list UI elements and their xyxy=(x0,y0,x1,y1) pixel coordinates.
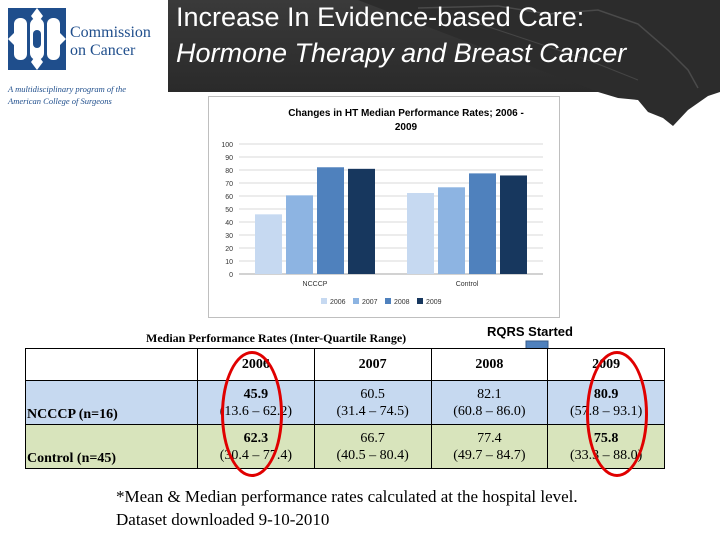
table-caption: Median Performance Rates (Inter-Quartile… xyxy=(146,331,407,345)
rqrs-started-label: RQRS Started xyxy=(487,324,573,339)
bar-chart: Changes in HT Median Performance Rates; … xyxy=(208,96,560,318)
bar-control-2006 xyxy=(407,193,434,274)
logo-tagline-line1: A multidisciplinary program of the xyxy=(8,84,127,94)
cell-mean: 45.9 xyxy=(243,386,269,402)
cell-mean: 66.7 xyxy=(360,430,385,446)
footnote-line1: *Mean & Median performance rates calcula… xyxy=(116,487,578,506)
legend-swatch-2007 xyxy=(353,298,359,304)
table-header-cell xyxy=(25,348,198,381)
slide-title-line2: Hormone Therapy and Breast Cancer xyxy=(176,38,627,68)
cell-iqr: (57.8 – 93.1) xyxy=(569,403,643,419)
chart-title-line2: 2009 xyxy=(395,122,418,133)
cell-mean: 77.4 xyxy=(477,430,502,446)
logo-name-line1: Commission xyxy=(70,24,151,41)
y-axis-tick-labels: 0 10 20 30 40 50 60 70 80 90 100 xyxy=(221,142,233,279)
y-tick-label: 90 xyxy=(225,155,233,162)
bar-ncccp-2009 xyxy=(348,168,375,274)
chart-legend: 2006 2007 2008 2009 xyxy=(321,298,442,306)
x-category-label: Control xyxy=(456,281,479,288)
table-cell: 75.8 (33.3 – 88.0) xyxy=(547,424,665,469)
cell-mean: 62.3 xyxy=(243,430,269,446)
bar-ncccp-2008 xyxy=(317,167,344,274)
chart-title-line1: Changes in HT Median Performance Rates; … xyxy=(288,108,524,119)
bar-ncccp-2006 xyxy=(255,214,282,274)
table-cell: 77.4 (49.7 – 84.7) xyxy=(430,424,549,469)
bar-control-2007 xyxy=(438,187,465,274)
footnote-line2: Dataset downloaded 9-10-2010 xyxy=(116,510,330,529)
x-category-label: NCCCP xyxy=(303,281,328,288)
chart-canvas: Changes in HT Median Performance Rates; … xyxy=(221,108,543,306)
us-map-silhouette xyxy=(358,0,720,126)
logo-name-line2: on Cancer xyxy=(70,42,136,59)
cell-mean: 82.1 xyxy=(477,386,502,402)
bar-ncccp-2007 xyxy=(286,195,313,274)
row-label: Control (n=45) xyxy=(25,424,198,469)
cell-mean: 75.8 xyxy=(593,430,619,446)
y-tick-label: 40 xyxy=(225,220,233,227)
bar-control-2008 xyxy=(469,173,496,274)
cell-iqr: (49.7 – 84.7) xyxy=(453,447,526,463)
y-tick-label: 80 xyxy=(225,168,233,175)
table-header-cell: 2006 xyxy=(197,348,315,381)
table-cell: 62.3 (30.4 – 77.4) xyxy=(197,424,315,469)
y-tick-label: 20 xyxy=(225,246,233,253)
commission-on-cancer-logo-icon xyxy=(8,8,66,70)
cell-iqr: (33.3 – 88.0) xyxy=(569,447,643,463)
legend-label: 2008 xyxy=(394,299,410,306)
cell-iqr: (30.4 – 77.4) xyxy=(219,447,293,463)
cell-mean: 60.5 xyxy=(360,386,385,402)
y-tick-label: 70 xyxy=(225,181,233,188)
slide-title-line1: Increase In Evidence-based Care: xyxy=(176,2,585,32)
table-cell: 45.9 (13.6 – 62.2) xyxy=(197,380,315,425)
cell-iqr: (13.6 – 62.2) xyxy=(219,403,293,419)
cell-mean: 80.9 xyxy=(593,386,619,402)
table-cell: 82.1 (60.8 – 86.0) xyxy=(430,380,549,425)
cell-iqr: (31.4 – 74.5) xyxy=(336,403,409,419)
table-cell: 66.7 (40.5 – 80.4) xyxy=(313,424,432,469)
table-row: Control (n=45) 62.3 (30.4 – 77.4) 66.7 (40… xyxy=(25,424,665,469)
bar-control-2009 xyxy=(500,175,527,274)
y-tick-label: 30 xyxy=(225,233,233,240)
table-cell: 80.9 (57.8 – 93.1) xyxy=(547,380,665,425)
performance-rates-table: 2006 2007 2008 2009 NCCCP (n=16) 45.9 (13… xyxy=(25,348,665,469)
table-row: NCCCP (n=16) 45.9 (13.6 – 62.2) 60.5 (31.4… xyxy=(25,380,665,425)
table-header-row: 2006 2007 2008 2009 xyxy=(25,348,665,381)
y-tick-label: 100 xyxy=(221,142,233,149)
table-header-cell: 2008 xyxy=(430,348,549,381)
y-tick-label: 60 xyxy=(225,194,233,201)
logo-tagline-line2: American College of Surgeons xyxy=(8,96,112,106)
cell-iqr: (60.8 – 86.0) xyxy=(453,403,526,419)
y-tick-label: 50 xyxy=(225,207,233,214)
legend-label: 2009 xyxy=(426,299,442,306)
y-tick-label: 10 xyxy=(225,259,233,266)
table-header-cell: 2007 xyxy=(313,348,432,381)
legend-swatch-2006 xyxy=(321,298,327,304)
legend-label: 2007 xyxy=(362,299,378,306)
legend-swatch-2008 xyxy=(385,298,391,304)
legend-label: 2006 xyxy=(330,299,346,306)
x-axis-category-labels: NCCCP Control xyxy=(303,281,479,288)
bars xyxy=(255,167,527,274)
table-cell: 60.5 (31.4 – 74.5) xyxy=(313,380,432,425)
table-header-cell: 2009 xyxy=(547,348,665,381)
cell-iqr: (40.5 – 80.4) xyxy=(336,447,409,463)
legend-swatch-2009 xyxy=(417,298,423,304)
row-label: NCCCP (n=16) xyxy=(25,380,198,425)
y-tick-label: 0 xyxy=(229,272,233,279)
gridlines xyxy=(239,143,543,275)
